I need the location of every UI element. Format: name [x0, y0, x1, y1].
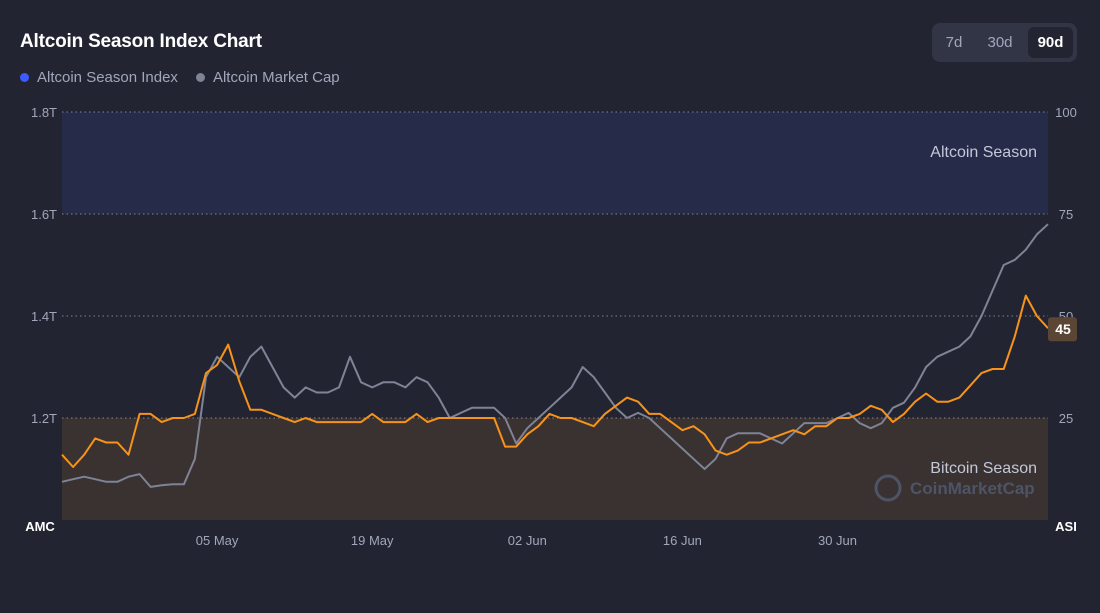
badge-value: 45: [1055, 321, 1071, 337]
x-axis-tick-label: 30 Jun: [818, 533, 857, 548]
range-7d-button[interactable]: 7d: [945, 34, 963, 51]
x-axis-tick-label: 19 May: [351, 533, 394, 548]
chart-legend: Altcoin Season Index Altcoin Market Cap: [20, 69, 340, 86]
left-axis-tick-label: 1.8T: [31, 105, 57, 120]
bitcoin-season-zone: [62, 418, 1048, 520]
range-toggle: 7d 30d 90d: [932, 23, 1077, 62]
legend-item-market-cap[interactable]: Altcoin Market Cap: [195, 69, 340, 86]
coinmarketcap-logo-icon: [874, 474, 902, 502]
bitcoin-season-label: Bitcoin Season: [930, 460, 1037, 477]
left-axis: 1.8T 1.6T 1.4T 1.2T: [31, 105, 57, 426]
x-axis-tick-label: 16 Jun: [663, 533, 702, 548]
legend-dot-market-cap: [195, 73, 205, 82]
page-title: Altcoin Season Index Chart: [20, 31, 262, 52]
altcoin-season-label: Altcoin Season: [930, 144, 1037, 161]
legend-dot-index: [20, 73, 29, 82]
range-90d-button[interactable]: 90d: [1028, 27, 1073, 58]
legend-label-index: Altcoin Season Index: [37, 69, 178, 86]
right-axis-tick-label: 75: [1059, 207, 1073, 222]
left-axis-tick-label: 1.2T: [31, 411, 57, 426]
left-axis-unit: AMC: [25, 519, 55, 534]
legend-label-market-cap: Altcoin Market Cap: [212, 69, 340, 86]
current-value-badge: 45: [1048, 317, 1077, 342]
coinmarketcap-watermark: CoinMarketCap: [874, 474, 1035, 502]
x-axis-tick-label: 05 May: [196, 533, 239, 548]
badge-background: [1048, 317, 1077, 342]
altcoin-season-zone: [62, 112, 1048, 214]
legend-item-index[interactable]: Altcoin Season Index: [20, 69, 178, 86]
left-axis-tick-label: 1.6T: [31, 207, 57, 222]
series-line-altcoin-season-index: [61, 294, 1049, 468]
x-axis-tick-label: 02 Jun: [508, 533, 547, 548]
watermark-text: CoinMarketCap: [910, 479, 1035, 498]
range-30d-button[interactable]: 30d: [987, 34, 1013, 51]
right-axis-tick-label: 25: [1059, 411, 1073, 426]
series-line-altcoin-market-cap: [61, 223, 1049, 488]
right-axis-tick-label: 100: [1055, 105, 1077, 120]
right-axis-unit: ASI: [1055, 519, 1077, 534]
x-axis: 05 May 19 May 02 Jun 16 Jun 30 Jun: [196, 533, 857, 548]
left-axis-tick-label: 1.4T: [31, 309, 57, 324]
